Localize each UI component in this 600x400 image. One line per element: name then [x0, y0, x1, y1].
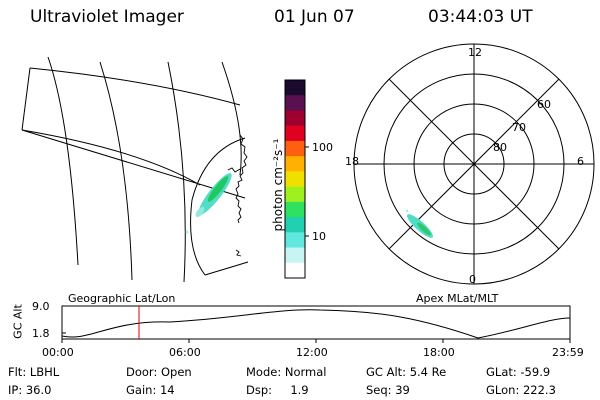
colorbar [285, 80, 305, 279]
colorbar-unit-label: photon cm⁻²s⁻¹ [271, 138, 285, 232]
timeline-xtick-1200: 12:00 [296, 346, 328, 359]
map-arc-3 [99, 61, 133, 281]
map-left-edge [21, 67, 31, 131]
colorbar-frame [284, 79, 306, 279]
info-flt: Flt: LBHL [8, 365, 60, 379]
colorbar-band [285, 171, 305, 188]
colorbar-band [285, 217, 305, 233]
polar-plot [353, 43, 595, 285]
info-gain: Gain: 14 [126, 383, 175, 397]
coastline [227, 134, 248, 257]
map-arc-1 [21, 129, 201, 186]
colorbar-band [285, 95, 305, 112]
info-gc-alt: GC Alt: 5.4 Re [366, 365, 447, 379]
colorbar-band [285, 110, 305, 127]
info-mode: Mode: Normal [246, 365, 327, 379]
timeline-xtick-1800: 18:00 [423, 346, 455, 359]
mlat-label-70: 70 [512, 121, 526, 134]
colorbar-band [285, 80, 305, 96]
info-seq: Seq: 39 [366, 383, 410, 397]
mlat-label-80: 80 [493, 141, 507, 154]
geographic-label: Geographic Lat/Lon [68, 292, 176, 305]
timeline-frame [61, 305, 571, 340]
colorbar-band [285, 247, 305, 264]
mlt-label-18: 18 [345, 155, 359, 168]
map-inner-arc [190, 137, 246, 276]
info-glat: GLat: -59.9 [486, 365, 551, 379]
info-door: Door: Open [126, 365, 192, 379]
colorbar-band [285, 140, 305, 157]
altitude-curve [61, 309, 571, 339]
colorbar-band [285, 201, 305, 218]
mlat-label-60: 60 [537, 98, 551, 111]
timeline-xtick-0000: 00:00 [42, 346, 74, 359]
timeline-xtick-2359: 23:59 [552, 346, 584, 359]
info-ip: IP: 36.0 [8, 383, 52, 397]
timeline-ytick-9: 9.0 [32, 300, 50, 313]
colorbar-band [285, 125, 305, 142]
colorbar-tick-100: 100 [312, 141, 333, 154]
aurora-polar [405, 209, 433, 238]
map-outer-arc [29, 67, 241, 106]
title: Ultraviolet Imager [30, 7, 184, 27]
map-arc-4 [167, 61, 186, 283]
date: 01 Jun 07 [274, 7, 355, 27]
colorbar-tick-10: 10 [312, 230, 326, 243]
apex-label: Apex MLat/MLT [416, 292, 499, 305]
timeline-xtick-0600: 06:00 [169, 346, 201, 359]
mlt-label-12: 12 [468, 46, 482, 59]
map-diagonal [21, 129, 246, 199]
mlt-label-0: 0 [469, 273, 476, 286]
info-glon: GLon: 222.3 [486, 383, 556, 397]
colorbar-band [285, 156, 305, 172]
map-arc-5 [221, 61, 242, 176]
geographic-map [21, 56, 249, 283]
time: 03:44:03 UT [428, 7, 533, 27]
colorbar-band [285, 262, 305, 279]
colorbar-band [285, 232, 305, 249]
timeline-plot [61, 305, 571, 343]
timeline-ytick-1-8: 1.8 [32, 327, 50, 340]
map-arc-2 [47, 56, 79, 266]
info-dsp: Dsp: 1.9 [246, 383, 309, 397]
aurora-left [185, 173, 232, 234]
colorbar-band [285, 186, 305, 203]
map-bottom-edge [204, 261, 249, 276]
mlt-label-6: 6 [577, 155, 584, 168]
timeline-axis-label: GC Alt [11, 304, 25, 339]
